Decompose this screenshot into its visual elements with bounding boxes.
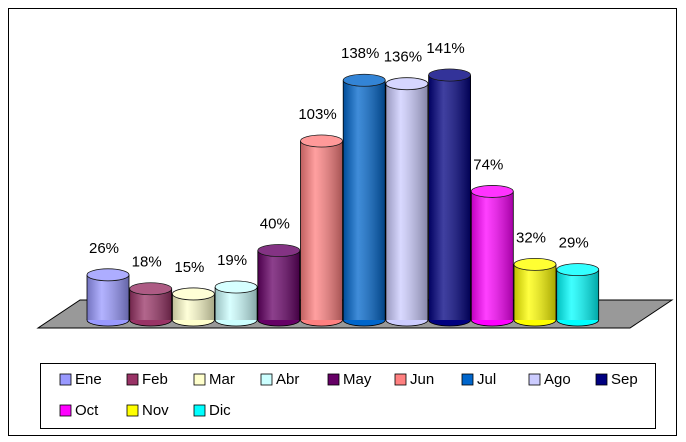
bar-top-light xyxy=(300,135,343,148)
data-label: 136% xyxy=(384,49,422,66)
bar-top-light xyxy=(172,287,215,300)
bar-top xyxy=(300,134,343,148)
legend-label: Oct xyxy=(75,402,99,419)
data-label: 15% xyxy=(174,259,204,276)
bar-top xyxy=(428,68,472,82)
legend-swatch xyxy=(528,373,541,386)
data-label: 138% xyxy=(341,45,379,62)
legend-swatch xyxy=(126,373,139,386)
legend-label: Sep xyxy=(611,371,638,388)
bar-shade xyxy=(343,80,386,320)
bar-top xyxy=(86,268,130,282)
data-label: 18% xyxy=(132,254,162,271)
data-label: 74% xyxy=(473,156,503,173)
data-label: 40% xyxy=(260,215,290,232)
bar-shade xyxy=(257,250,300,320)
bar-top-light xyxy=(129,282,172,295)
data-label: 103% xyxy=(298,106,336,123)
bar-top-light xyxy=(87,268,129,281)
bar-shade xyxy=(556,269,599,320)
bar-top xyxy=(257,244,301,257)
bar-shade xyxy=(300,141,343,320)
legend-swatch xyxy=(59,404,72,417)
bar-top xyxy=(342,73,386,87)
legend-label: Mar xyxy=(209,371,235,388)
legend-label: Jul xyxy=(477,371,496,388)
bar-top-light xyxy=(556,263,599,276)
data-label: 141% xyxy=(426,40,464,57)
bar-top xyxy=(513,257,557,271)
bar-shade xyxy=(87,274,129,320)
bar-shade xyxy=(428,75,471,320)
legend-swatch xyxy=(126,404,139,417)
bar-top-light xyxy=(257,244,300,257)
bar-shade xyxy=(471,191,514,320)
bar-shade xyxy=(385,83,428,320)
bar-top xyxy=(385,77,429,91)
legend-label: Dic xyxy=(209,402,231,419)
legend-label: Ene xyxy=(75,371,102,388)
legend-label: Jun xyxy=(410,371,434,388)
legend-swatch xyxy=(327,373,340,386)
legend-swatch xyxy=(193,404,206,417)
legend-label: Ago xyxy=(544,371,571,388)
legend-swatch xyxy=(59,373,72,386)
legend-label: Abr xyxy=(276,371,299,388)
bar-top-light xyxy=(471,185,514,198)
legend-label: Feb xyxy=(142,371,168,388)
data-label: 19% xyxy=(217,252,247,269)
bar-shade xyxy=(514,264,556,320)
data-label: 32% xyxy=(516,229,546,246)
legend-swatch xyxy=(260,373,273,386)
bar-top-light xyxy=(385,77,428,90)
legend-label: May xyxy=(343,371,372,388)
bar-top xyxy=(214,280,258,294)
legend-label: Nov xyxy=(142,402,169,419)
data-label: 29% xyxy=(559,235,589,252)
legend-swatch xyxy=(193,373,206,386)
bar-top-light xyxy=(343,74,386,87)
bar-top-light xyxy=(428,69,471,81)
legend-swatch xyxy=(394,373,407,386)
bar-top xyxy=(470,185,514,198)
legend-swatch xyxy=(595,373,608,386)
legend xyxy=(40,363,656,429)
bar-top xyxy=(556,263,600,277)
data-label: 26% xyxy=(89,240,119,257)
bar-top xyxy=(129,282,173,296)
bar-top-light xyxy=(215,280,258,293)
bar-top xyxy=(171,287,215,301)
bar-top-light xyxy=(514,258,556,271)
legend-swatch xyxy=(461,373,474,386)
